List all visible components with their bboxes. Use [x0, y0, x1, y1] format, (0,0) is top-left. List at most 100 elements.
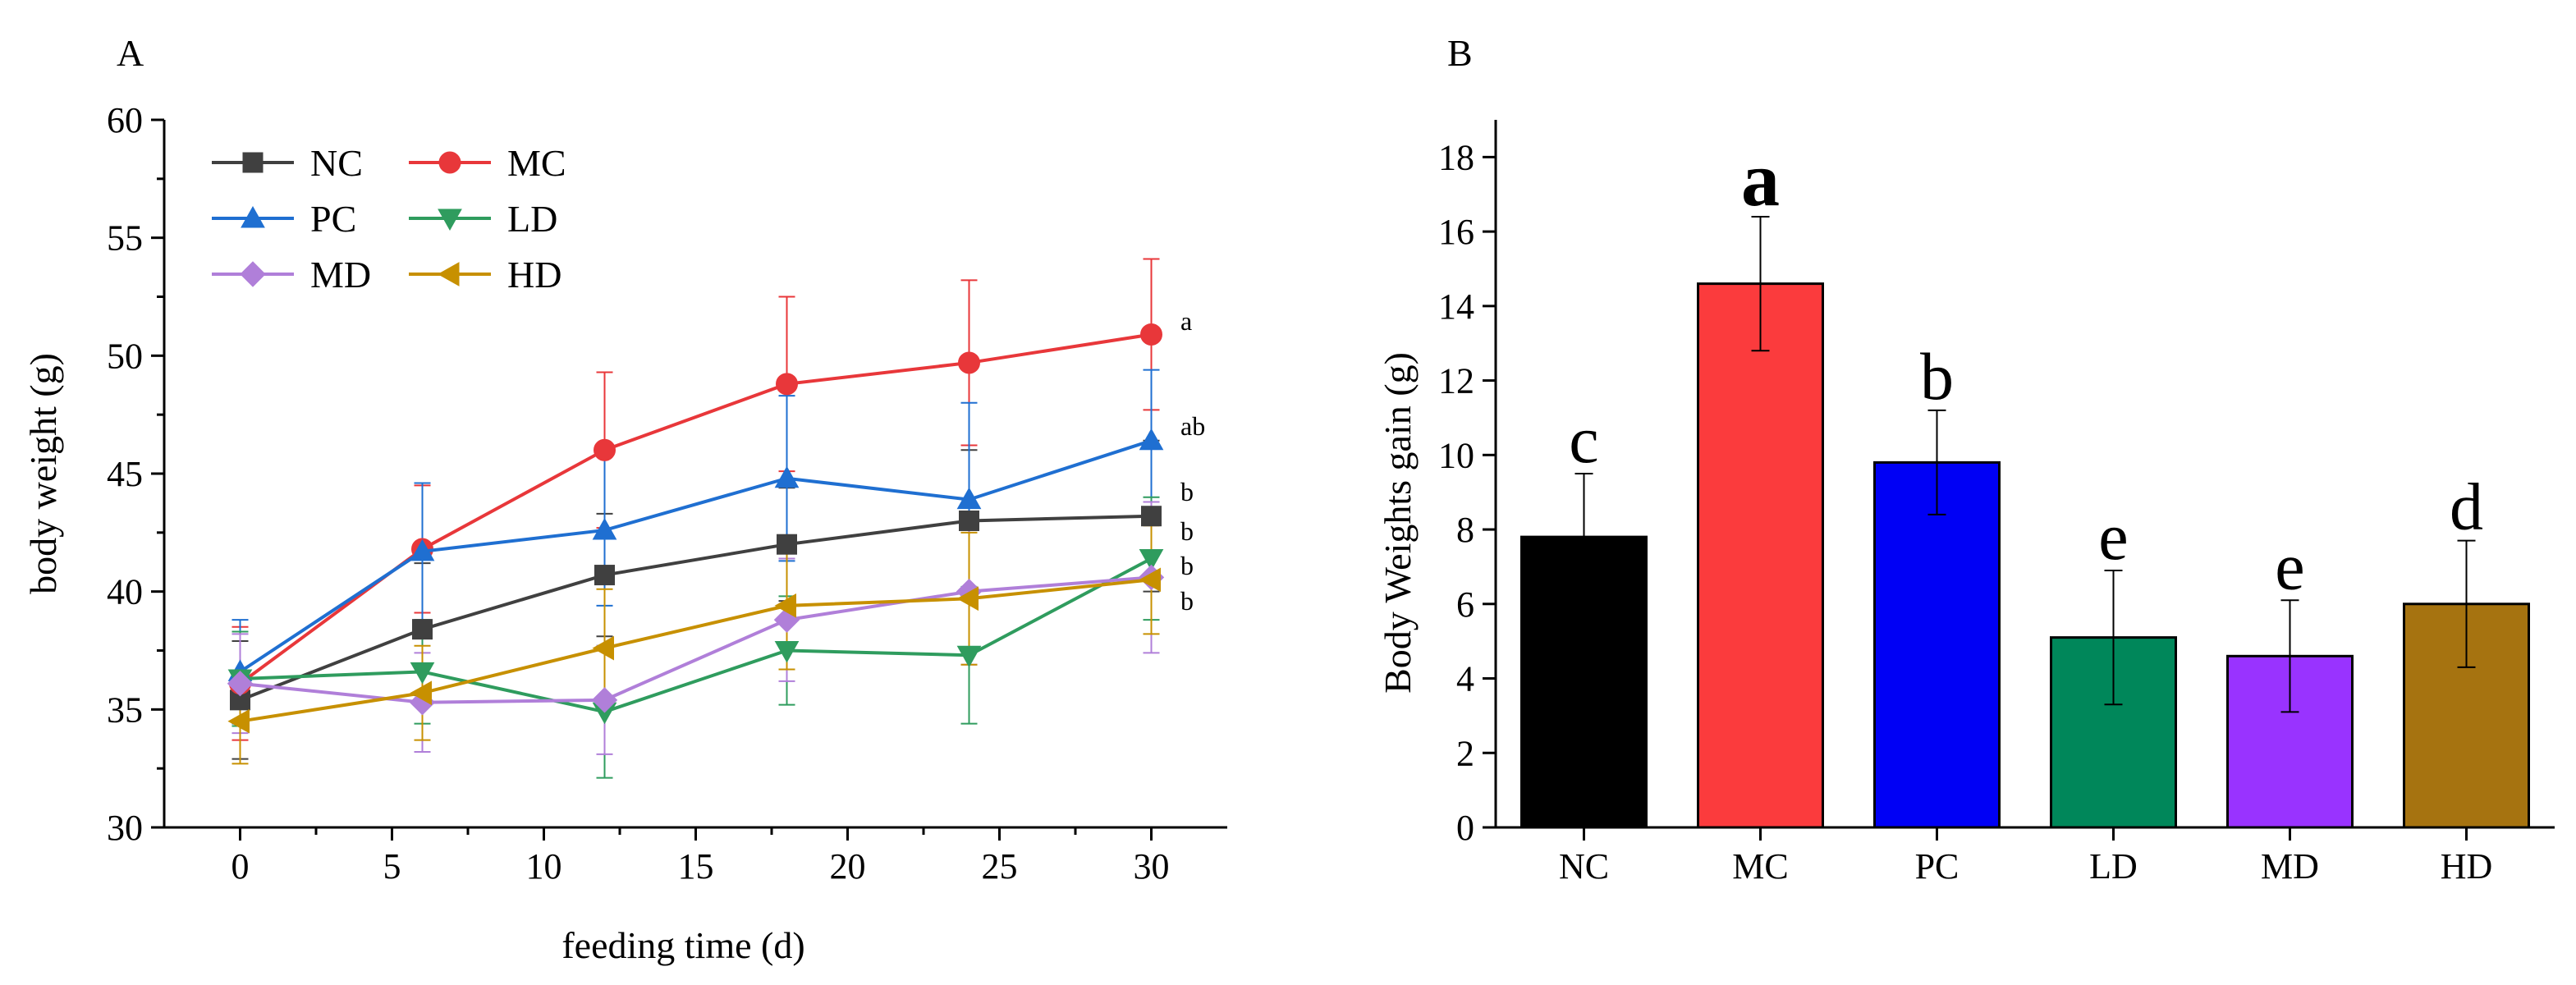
panel-a-label: A [117, 32, 144, 74]
panel-a-data-point [1140, 323, 1162, 346]
panel-a-data-point [594, 565, 615, 586]
panel-a-data-point [594, 438, 616, 461]
panel-a-significance-label: ab [1180, 411, 1205, 441]
panel-a-y-axis-title: body weight (g) [22, 353, 64, 594]
panel-a-legend-marker [242, 152, 264, 173]
panel-a-significance-label: b [1180, 516, 1194, 546]
panel-a-x-tick-label: 5 [383, 846, 401, 886]
panel-b-bar-chart: B 0 2 4 6 8 10 12 14 16 18 Body Weights gain (g) NC c… [1377, 32, 2555, 886]
panel-b-y-tick-label: 4 [1456, 659, 1474, 699]
panel-a-legend-label: MC [507, 142, 566, 184]
panel-a-series-hd [227, 567, 1161, 734]
panel-b-significance-label: c [1569, 402, 1598, 477]
panel-b-y-tick-label: 0 [1456, 808, 1474, 848]
panel-a-line-chart: A 30 35 40 45 50 55 60 0 5 10 15 20 25 30 feeding time … [22, 32, 1227, 966]
panel-a-data-point [774, 641, 800, 663]
panel-a-series-ld [227, 548, 1164, 725]
panel-a-data-point [1139, 548, 1164, 571]
panel-b-y-tick-label: 14 [1438, 286, 1474, 327]
panel-a-significance-label: b [1180, 551, 1194, 580]
panel-a-series-nc [230, 506, 1162, 711]
panel-a-legend-marker [438, 208, 462, 231]
panel-a-series-pc [227, 428, 1164, 681]
panel-a-significance-label: b [1180, 586, 1194, 616]
panel-a-y-tick-label: 40 [107, 572, 143, 612]
panel-a-data-point [410, 662, 435, 685]
panel-a-data-point [592, 517, 617, 540]
panel-a-data-point [774, 465, 800, 488]
panel-a-y-tick-label: 60 [107, 100, 143, 140]
panel-b-y-tick-label: 16 [1438, 212, 1474, 252]
panel-a-legend-label: MD [310, 254, 371, 296]
panel-a-data-point [591, 687, 618, 713]
panel-a-data-point [774, 593, 796, 618]
panel-a-series-line [239, 438, 1153, 674]
panel-a-legend-label: HD [507, 254, 561, 296]
panel-a-series-mc [229, 323, 1162, 695]
panel-a-x-tick-label: 30 [1134, 846, 1170, 886]
panel-a-data-point [410, 680, 432, 706]
panel-b-x-tick-label: MD [2261, 846, 2319, 886]
panel-a-legend-marker [438, 151, 461, 174]
panel-a-errorbars-ld [231, 496, 1160, 779]
panel-a-data-point [959, 510, 979, 531]
panel-a-data-point [1139, 428, 1164, 451]
panel-a-legend-label: LD [507, 198, 557, 240]
panel-b-y-tick-label: 6 [1456, 584, 1474, 625]
panel-a-significance-label: a [1180, 306, 1192, 336]
panel-a-x-tick-label: 20 [830, 846, 866, 886]
panel-b-significance-label: a [1741, 137, 1780, 222]
panel-a-errorbars-pc [231, 369, 1160, 725]
panel-b-x-tick-label: LD [2089, 846, 2138, 886]
panel-a-x-axis-title: feeding time (d) [561, 924, 804, 966]
panel-a-x-tick-label: 15 [678, 846, 714, 886]
panel-b-y-tick-label: 8 [1456, 510, 1474, 550]
panel-a-errorbars-mc [231, 258, 1160, 741]
panel-a-y-tick-label: 45 [107, 454, 143, 494]
panel-a-data-point [592, 635, 614, 661]
panel-a-data-point [1141, 506, 1162, 527]
panel-b-y-tick-label: 2 [1456, 733, 1474, 773]
panel-b-y-tick-label: 10 [1438, 435, 1474, 475]
panel-b-bar-mc [1697, 282, 1824, 829]
panel-b-x-tick-label: MC [1732, 846, 1788, 886]
panel-a-series-line [240, 557, 1153, 714]
panel-a-y-tick-label: 30 [107, 808, 143, 848]
panel-a-errorbars-nc [231, 439, 1160, 760]
panel-b-significance-label: b [1920, 339, 1954, 414]
panel-b-y-tick-label: 12 [1438, 361, 1474, 401]
panel-b-significance-label: d [2450, 470, 2483, 544]
panel-a-legend-marker [240, 261, 266, 287]
panel-a-significance-label: b [1180, 477, 1194, 506]
panel-a-data-point [776, 373, 798, 396]
panel-b-x-tick-label: NC [1559, 846, 1609, 886]
panel-a-y-tick-label: 50 [107, 336, 143, 376]
panel-a-data-point [956, 487, 982, 510]
panel-a-series-line [239, 514, 1152, 702]
panel-b-significance-label: e [2098, 499, 2128, 574]
panel-a-data-point [227, 708, 250, 734]
panel-a-y-tick-label: 55 [107, 218, 143, 259]
panel-a-data-point [956, 586, 979, 612]
panel-a-data-point [956, 645, 982, 668]
panel-a-legend-marker [437, 262, 460, 286]
panel-a-legend-label: PC [310, 198, 356, 240]
panel-b-y-tick-label: 18 [1438, 137, 1474, 177]
panel-b-label: B [1447, 32, 1473, 74]
panel-a-data-point [412, 619, 433, 640]
panel-a-data-point [958, 351, 980, 374]
panel-a-x-tick-label: 25 [982, 846, 1018, 886]
panel-a-data-point [777, 534, 797, 555]
panel-a-data-point [410, 538, 435, 561]
panel-b-significance-label: e [2275, 529, 2304, 603]
panel-b-bar-pc [1873, 460, 2001, 829]
panel-a-legend: NC MC PC LD MD HD [212, 142, 566, 296]
panel-a-x-tick-label: 10 [526, 846, 562, 886]
panel-b-y-axis-title: Body Weights gain (g) [1377, 352, 1419, 694]
panel-a-legend-marker [241, 205, 265, 228]
panel-a-series-line [240, 575, 1152, 704]
panel-a-series-line [240, 578, 1152, 723]
panel-a-data-point [1139, 567, 1161, 593]
panel-b-x-tick-label: PC [1915, 846, 1960, 886]
panel-b-x-tick-label: HD [2441, 846, 2493, 886]
